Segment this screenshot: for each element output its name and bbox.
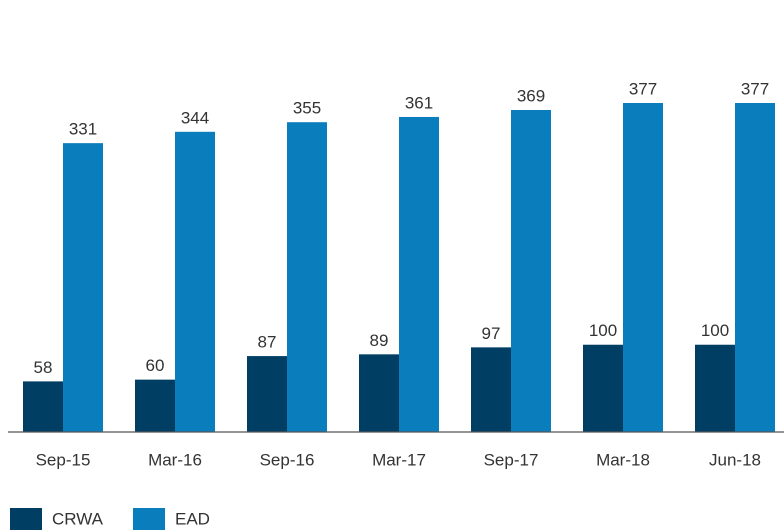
x-tick-label: Mar-18 [596,450,650,469]
data-label: 331 [69,120,97,139]
bar [175,131,215,432]
bar [471,347,511,432]
bar [399,116,439,432]
bar [359,354,399,432]
x-tick-label: Mar-17 [372,450,426,469]
data-label: 355 [293,99,321,118]
data-label: 100 [701,321,729,340]
data-label: 377 [629,79,657,98]
bar [63,143,103,432]
legend-label: CRWA [52,509,104,528]
bar [287,122,327,432]
data-label: 100 [589,321,617,340]
bar [511,109,551,433]
bar [23,381,63,432]
legend-label: EAD [175,509,210,528]
bar [695,344,735,432]
bar [247,356,287,432]
bar [135,379,175,432]
data-label: 97 [482,324,501,343]
data-label: 87 [258,333,277,352]
data-label: 361 [405,93,433,112]
x-tick-label: Mar-16 [148,450,202,469]
data-label: 344 [181,108,209,127]
bar [583,344,623,432]
bar [623,103,663,432]
data-label: 60 [146,356,165,375]
x-tick-label: Sep-17 [484,450,539,469]
legend-swatch [10,508,42,530]
data-label: 377 [741,79,769,98]
data-label: 89 [370,331,389,350]
x-tick-label: Sep-15 [36,450,91,469]
legend-swatch [133,508,165,530]
bar [735,103,775,432]
data-label: 369 [517,86,545,105]
x-tick-label: Sep-16 [260,450,315,469]
data-label: 58 [34,358,53,377]
x-tick-label: Jun-18 [709,450,761,469]
